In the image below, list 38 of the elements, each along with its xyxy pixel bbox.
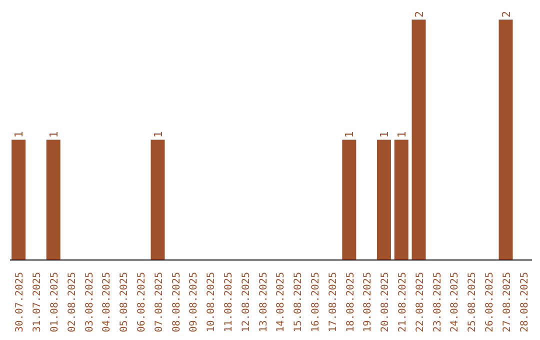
data-label: 1 — [152, 131, 165, 138]
x-tick-label: 20.08.2025 — [380, 272, 392, 332]
x-tick-label: 08.08.2025 — [171, 272, 182, 332]
x-tick-label: 26.08.2025 — [484, 272, 496, 332]
data-label: 1 — [395, 131, 408, 138]
x-tick-label: 16.08.2025 — [310, 272, 322, 332]
x-tick-label: 01.08.2025 — [50, 272, 60, 332]
x-tick-label: 27.08.2025 — [502, 272, 513, 332]
data-label: 2 — [412, 10, 426, 18]
x-tick-label: 19.08.2025 — [362, 272, 374, 332]
x-tick-label: 23.08.2025 — [432, 272, 444, 332]
x-tick-label: 17.08.2025 — [328, 272, 339, 332]
x-tick-label: 07.08.2025 — [154, 272, 165, 332]
x-tick-label: 31.07.2025 — [32, 272, 44, 332]
x-tick-label: 30.07.2025 — [14, 272, 26, 332]
x-tick-label: 13.08.2025 — [258, 272, 270, 332]
data-label: 2 — [500, 10, 513, 18]
x-tick-label: 18.08.2025 — [345, 272, 356, 332]
x-tick-label: 10.08.2025 — [206, 272, 218, 332]
x-tick-label: 24.08.2025 — [450, 272, 461, 332]
x-tick-label: 04.08.2025 — [102, 272, 113, 332]
data-label: 1 — [12, 131, 26, 138]
data-label: 1 — [343, 131, 356, 138]
x-tick-label: 21.08.2025 — [398, 272, 408, 332]
x-tick-label: 03.08.2025 — [84, 272, 96, 332]
x-tick-label: 05.08.2025 — [119, 272, 130, 332]
x-tick-label: 11.08.2025 — [224, 272, 234, 332]
x-tick-label: 02.08.2025 — [66, 272, 78, 332]
x-tick-label: 28.08.2025 — [519, 272, 530, 332]
data-label: 1 — [378, 131, 391, 138]
x-tick-label: 06.08.2025 — [136, 272, 148, 332]
x-tick-label: 15.08.2025 — [293, 272, 304, 332]
x-tick-label: 25.08.2025 — [467, 272, 478, 332]
x-tick-label: 14.08.2025 — [276, 272, 287, 332]
data-label: 1 — [47, 131, 60, 138]
x-tick-label: 12.08.2025 — [240, 272, 252, 332]
x-tick-label: 09.08.2025 — [188, 272, 200, 332]
x-tick-label: 22.08.2025 — [414, 272, 426, 332]
